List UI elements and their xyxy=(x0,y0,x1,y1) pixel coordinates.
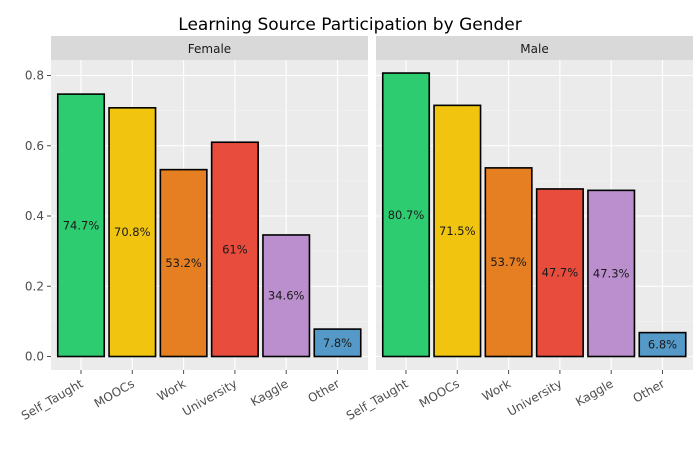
x-tick-label-female-other: Other xyxy=(305,376,342,405)
bar-female-moocs xyxy=(108,107,157,358)
bar-label-male-other: 6.8% xyxy=(648,338,677,352)
x-tick-label-female-moocs: MOOCs xyxy=(92,376,137,410)
bar-female-university xyxy=(210,141,259,358)
bar-label-male-kaggle: 47.3% xyxy=(593,266,630,280)
bar-male-university xyxy=(535,188,584,358)
x-tick-label-female-university: University xyxy=(180,376,239,418)
y-tick-label: 0.8 xyxy=(25,69,44,83)
x-tick-label-male-kaggle: Kaggle xyxy=(573,376,615,409)
chart-title: Learning Source Participation by Gender xyxy=(178,15,521,35)
x-tick-label-female-self-taught: Self_Taught xyxy=(19,376,86,423)
bar-label-female-university: 61% xyxy=(222,242,248,256)
bar-label-female-work: 53.2% xyxy=(165,256,202,270)
bar-label-male-university: 47.7% xyxy=(542,266,579,280)
x-tick-label-female-kaggle: Kaggle xyxy=(248,376,290,409)
bar-label-female-kaggle: 34.6% xyxy=(268,289,305,303)
bar-label-male-work: 53.7% xyxy=(490,255,527,269)
y-tick-label: 0.0 xyxy=(25,350,44,364)
bar-label-female-other: 7.8% xyxy=(323,336,352,350)
x-tick-label-male-moocs: MOOCs xyxy=(417,376,462,410)
strip-label-male: Male xyxy=(520,42,548,56)
x-tick-label-male-self-taught: Self_Taught xyxy=(344,376,411,423)
x-tick-label-male-work: Work xyxy=(480,376,513,403)
bar-male-self-taught xyxy=(381,72,431,358)
bar-label-male-self-taught: 80.7% xyxy=(388,208,425,222)
y-tick-label: 0.2 xyxy=(25,279,44,293)
bar-female-work xyxy=(159,168,208,358)
bar-label-female-moocs: 70.8% xyxy=(114,225,151,239)
strip-label-female: Female xyxy=(188,42,231,56)
bar-female-other xyxy=(313,328,362,358)
bar-female-kaggle xyxy=(262,234,311,358)
strip-male xyxy=(376,36,693,60)
bar-label-female-self-taught: 74.7% xyxy=(63,218,100,232)
bar-female-self-taught xyxy=(56,93,106,358)
x-tick-label-male-other: Other xyxy=(630,376,667,405)
bar-male-work xyxy=(484,167,533,358)
x-tick-label-male-university: University xyxy=(505,376,564,418)
bar-male-kaggle xyxy=(587,189,636,358)
y-tick-label: 0.4 xyxy=(25,209,44,223)
x-tick-label-female-work: Work xyxy=(155,376,188,403)
strip-female xyxy=(51,36,368,60)
bar-male-other xyxy=(638,331,687,358)
bar-male-moocs xyxy=(433,104,482,358)
bar-label-male-moocs: 71.5% xyxy=(439,224,476,238)
y-tick-label: 0.6 xyxy=(25,139,44,153)
